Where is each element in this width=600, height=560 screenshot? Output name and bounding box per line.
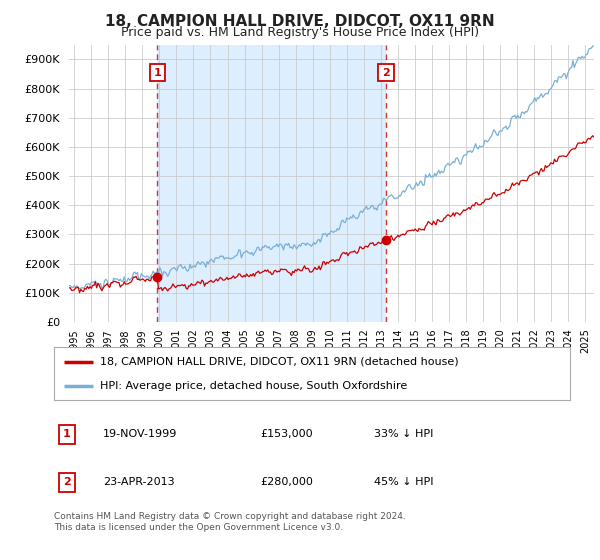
Text: 23-APR-2013: 23-APR-2013 bbox=[103, 477, 175, 487]
Text: 2: 2 bbox=[382, 68, 390, 77]
Text: 45% ↓ HPI: 45% ↓ HPI bbox=[374, 477, 433, 487]
Text: £153,000: £153,000 bbox=[260, 430, 313, 439]
Text: Price paid vs. HM Land Registry's House Price Index (HPI): Price paid vs. HM Land Registry's House … bbox=[121, 26, 479, 39]
Text: HPI: Average price, detached house, South Oxfordshire: HPI: Average price, detached house, Sout… bbox=[100, 381, 407, 391]
Text: £280,000: £280,000 bbox=[260, 477, 313, 487]
Text: 18, CAMPION HALL DRIVE, DIDCOT, OX11 9RN (detached house): 18, CAMPION HALL DRIVE, DIDCOT, OX11 9RN… bbox=[100, 357, 459, 367]
Text: 2: 2 bbox=[63, 477, 71, 487]
Text: 1: 1 bbox=[154, 68, 161, 77]
Text: 1: 1 bbox=[63, 430, 71, 439]
Text: Contains HM Land Registry data © Crown copyright and database right 2024.
This d: Contains HM Land Registry data © Crown c… bbox=[54, 512, 406, 532]
Text: 19-NOV-1999: 19-NOV-1999 bbox=[103, 430, 178, 439]
Text: 18, CAMPION HALL DRIVE, DIDCOT, OX11 9RN: 18, CAMPION HALL DRIVE, DIDCOT, OX11 9RN bbox=[105, 14, 495, 29]
Bar bbox=[157, 45, 386, 322]
Text: 33% ↓ HPI: 33% ↓ HPI bbox=[374, 430, 433, 439]
